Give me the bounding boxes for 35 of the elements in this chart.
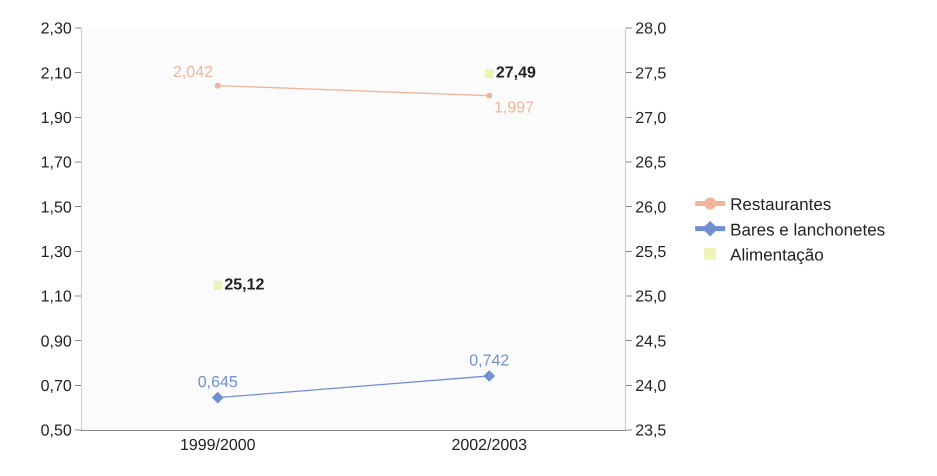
y-tick-label: 1,90 bbox=[40, 110, 72, 127]
y2-tick-label: 24,5 bbox=[635, 333, 666, 350]
y2-tick-label: 27,5 bbox=[635, 65, 666, 82]
y2-tick-label: 28,0 bbox=[635, 20, 666, 38]
data-label: 0,645 bbox=[198, 374, 238, 391]
point bbox=[214, 82, 221, 89]
y2-tick-label: 25,0 bbox=[635, 288, 666, 306]
y-tick-label: 1,50 bbox=[40, 199, 72, 216]
y2-tick-label: 26,0 bbox=[635, 199, 666, 216]
y2-tick-label: 27,0 bbox=[635, 110, 666, 127]
data-label: 0,742 bbox=[469, 352, 510, 370]
data-label: 1,997 bbox=[494, 99, 534, 116]
data-label: 27,49 bbox=[496, 64, 536, 82]
legend-label: Restaurantes bbox=[730, 195, 832, 214]
y-tick-label: 1,70 bbox=[40, 154, 72, 172]
data-label: 25,12 bbox=[224, 276, 265, 294]
y-tick-label: 0,90 bbox=[40, 333, 72, 350]
y-tick-label: 1,30 bbox=[40, 244, 72, 261]
y-tick-label: 1,10 bbox=[40, 288, 72, 306]
legend-label: Alimentação bbox=[730, 245, 824, 264]
y2-tick-label: 25,5 bbox=[635, 244, 666, 261]
y-tick-label: 2,30 bbox=[40, 20, 72, 38]
legend-label: Bares e lanchonetes bbox=[730, 220, 886, 240]
y2-tick-label: 26,5 bbox=[635, 154, 666, 172]
y2-tick-label: 23,5 bbox=[635, 422, 666, 440]
y-tick-label: 0,50 bbox=[40, 422, 72, 440]
y2-tick-label: 24,0 bbox=[635, 378, 666, 395]
y-tick-label: 0,70 bbox=[40, 378, 72, 395]
x-tick-label: 2002/2003 bbox=[451, 437, 528, 454]
y-tick-label: 2,10 bbox=[40, 65, 72, 82]
point bbox=[486, 92, 492, 99]
x-tick-label: 1999/2000 bbox=[180, 437, 256, 454]
point bbox=[212, 392, 224, 404]
data-label: 2,042 bbox=[172, 64, 214, 81]
point bbox=[483, 370, 496, 382]
